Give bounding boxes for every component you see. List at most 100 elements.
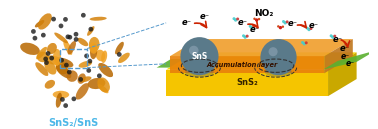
Circle shape [33, 36, 37, 41]
Circle shape [50, 56, 54, 61]
Ellipse shape [56, 62, 68, 74]
Circle shape [284, 21, 287, 25]
Ellipse shape [90, 44, 97, 59]
Ellipse shape [98, 77, 110, 92]
Text: e⁻: e⁻ [182, 18, 192, 27]
Ellipse shape [90, 17, 107, 21]
Ellipse shape [38, 13, 52, 30]
Polygon shape [170, 56, 324, 73]
Ellipse shape [67, 70, 78, 82]
Ellipse shape [37, 52, 49, 62]
Circle shape [250, 26, 254, 29]
Circle shape [84, 54, 89, 58]
Circle shape [68, 35, 72, 40]
Circle shape [253, 25, 256, 28]
Circle shape [71, 96, 76, 101]
Ellipse shape [89, 42, 98, 54]
Polygon shape [170, 39, 353, 56]
Circle shape [44, 60, 49, 65]
Circle shape [31, 29, 36, 34]
Text: e⁻: e⁻ [341, 52, 350, 61]
Circle shape [302, 42, 306, 46]
Ellipse shape [64, 40, 73, 55]
Circle shape [46, 51, 51, 56]
Circle shape [43, 57, 48, 61]
Circle shape [78, 77, 83, 82]
Circle shape [282, 26, 284, 28]
Circle shape [63, 103, 68, 108]
Text: e⁻: e⁻ [309, 21, 319, 30]
Circle shape [74, 37, 79, 42]
Circle shape [255, 18, 258, 22]
Circle shape [277, 25, 279, 28]
Ellipse shape [56, 64, 71, 78]
Circle shape [81, 13, 86, 18]
Circle shape [41, 33, 46, 38]
Polygon shape [324, 39, 353, 73]
Ellipse shape [35, 20, 44, 27]
Circle shape [307, 28, 311, 31]
Ellipse shape [36, 47, 47, 59]
Ellipse shape [45, 80, 55, 89]
Circle shape [51, 17, 56, 21]
Circle shape [234, 18, 237, 22]
Circle shape [189, 46, 198, 55]
Polygon shape [166, 70, 328, 96]
Ellipse shape [20, 43, 40, 55]
Ellipse shape [96, 50, 105, 61]
Circle shape [67, 70, 72, 74]
Ellipse shape [47, 43, 57, 54]
Circle shape [310, 27, 313, 30]
Circle shape [282, 20, 285, 23]
Ellipse shape [115, 42, 124, 54]
Ellipse shape [56, 93, 62, 108]
Circle shape [305, 41, 308, 44]
Ellipse shape [77, 73, 86, 84]
Circle shape [268, 47, 277, 56]
Text: SnS: SnS [191, 52, 208, 61]
Text: e⁻: e⁻ [250, 25, 260, 34]
Ellipse shape [54, 33, 68, 43]
Circle shape [253, 18, 256, 20]
Circle shape [97, 73, 102, 78]
Text: e⁻: e⁻ [237, 18, 247, 27]
Text: SnS₂/SnS: SnS₂/SnS [49, 118, 99, 128]
Text: NO₂: NO₂ [254, 9, 274, 18]
Ellipse shape [118, 53, 130, 63]
Ellipse shape [44, 61, 56, 75]
Ellipse shape [88, 78, 105, 89]
Circle shape [87, 68, 91, 73]
Circle shape [330, 34, 333, 37]
Ellipse shape [98, 63, 113, 77]
Circle shape [59, 58, 64, 63]
Ellipse shape [89, 37, 99, 52]
Ellipse shape [87, 26, 94, 36]
Ellipse shape [79, 76, 91, 82]
Circle shape [286, 20, 289, 23]
Circle shape [333, 35, 336, 38]
Text: e⁻: e⁻ [288, 19, 298, 28]
Circle shape [87, 59, 92, 64]
Polygon shape [156, 59, 198, 68]
Circle shape [64, 63, 69, 67]
Circle shape [243, 35, 247, 39]
Polygon shape [166, 52, 356, 70]
Ellipse shape [53, 49, 61, 66]
Ellipse shape [101, 51, 107, 63]
Circle shape [232, 17, 235, 20]
Circle shape [242, 34, 245, 37]
Polygon shape [323, 50, 376, 70]
Circle shape [306, 27, 309, 30]
Circle shape [301, 41, 304, 44]
Circle shape [63, 17, 68, 22]
Ellipse shape [76, 83, 89, 100]
Circle shape [74, 32, 78, 37]
Circle shape [236, 18, 239, 21]
Circle shape [279, 26, 282, 29]
Ellipse shape [77, 38, 88, 46]
Ellipse shape [54, 58, 73, 68]
Circle shape [249, 25, 252, 28]
Polygon shape [328, 52, 356, 96]
Ellipse shape [79, 61, 92, 68]
Circle shape [60, 97, 65, 102]
